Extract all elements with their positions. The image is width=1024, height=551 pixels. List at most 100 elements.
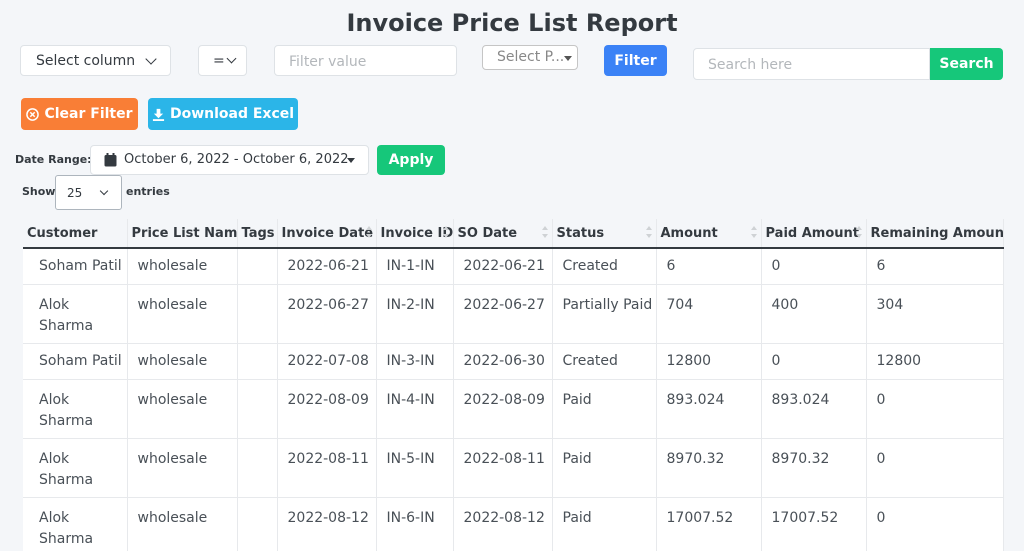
pricelist-select-value: Select P... bbox=[497, 49, 565, 65]
customer-cell: Alok Sharma bbox=[23, 497, 128, 551]
customer-cell: Soham Patil bbox=[23, 248, 128, 285]
search-input[interactable]: Search here bbox=[693, 48, 930, 80]
paid-amount-cell: 8970.32 bbox=[761, 438, 867, 498]
operator-select[interactable]: = bbox=[198, 45, 247, 76]
status-cell: Paid bbox=[552, 438, 657, 498]
paid-amount-cell: 400 bbox=[761, 284, 867, 344]
column-header[interactable]: Status bbox=[552, 219, 657, 249]
customer-cell: Alok Sharma bbox=[23, 379, 128, 439]
remaining-amount-cell: 304 bbox=[866, 284, 1004, 344]
column-select[interactable]: Select column bbox=[20, 45, 171, 76]
paid-amount-cell: 0 bbox=[761, 343, 867, 380]
table-row: Alok Sharma wholesale 2022-08-09 IN-4-IN… bbox=[23, 379, 1004, 439]
status-cell: Paid bbox=[552, 497, 657, 551]
status-cell: Created bbox=[552, 248, 657, 285]
price-list-cell: wholesale bbox=[127, 497, 238, 551]
date-range-value: October 6, 2022 - October 6, 2022 bbox=[124, 152, 349, 167]
so-date-cell: 2022-06-21 bbox=[453, 248, 553, 285]
entries-count-select[interactable]: 25 bbox=[55, 175, 122, 210]
column-header[interactable]: Remaining Amount bbox=[866, 219, 1004, 249]
operator-select-value: = bbox=[213, 53, 225, 69]
date-range-label: Date Range: bbox=[15, 153, 92, 166]
column-header[interactable]: Invoice ID bbox=[376, 219, 454, 249]
table-row: Soham Patil wholesale 2022-07-08 IN-3-IN… bbox=[23, 343, 1004, 380]
invoice-id-cell: IN-4-IN bbox=[376, 379, 454, 439]
table-row: Alok Sharma wholesale 2022-06-27 IN-2-IN… bbox=[23, 284, 1004, 344]
remaining-amount-cell: 6 bbox=[866, 248, 1004, 285]
sort-icon bbox=[442, 226, 450, 240]
pricelist-select[interactable]: Select P... bbox=[482, 45, 578, 70]
invoice-id-cell: IN-1-IN bbox=[376, 248, 454, 285]
entries-count-value: 25 bbox=[67, 186, 83, 200]
invoice-date-cell: 2022-08-11 bbox=[277, 438, 377, 498]
column-header[interactable]: Invoice Date bbox=[277, 219, 377, 249]
paid-amount-cell: 17007.52 bbox=[761, 497, 867, 551]
price-list-cell: wholesale bbox=[127, 438, 238, 498]
sort-icon bbox=[365, 226, 373, 240]
tags-cell bbox=[237, 343, 278, 380]
sort-icon bbox=[750, 226, 758, 240]
column-header[interactable]: Price List Name bbox=[127, 219, 238, 249]
invoice-id-cell: IN-5-IN bbox=[376, 438, 454, 498]
tags-cell bbox=[237, 379, 278, 439]
caret-down-icon bbox=[347, 158, 355, 163]
entries-label: entries bbox=[126, 185, 170, 198]
status-cell: Paid bbox=[552, 379, 657, 439]
table-header-row: Customer Price List Name Tags Invoice Da… bbox=[23, 219, 1004, 249]
column-header[interactable]: Customer bbox=[23, 219, 128, 249]
table-row: Soham Patil wholesale 2022-06-21 IN-1-IN… bbox=[23, 248, 1004, 285]
column-header[interactable]: Tags bbox=[237, 219, 278, 249]
amount-cell: 17007.52 bbox=[656, 497, 762, 551]
search-button[interactable]: Search bbox=[930, 48, 1003, 80]
remaining-amount-cell: 0 bbox=[866, 497, 1004, 551]
invoice-date-cell: 2022-06-21 bbox=[277, 248, 377, 285]
circle-x-icon bbox=[26, 107, 40, 121]
so-date-cell: 2022-08-09 bbox=[453, 379, 553, 439]
invoice-date-cell: 2022-08-12 bbox=[277, 497, 377, 551]
chevron-down-icon bbox=[99, 186, 109, 196]
remaining-amount-cell: 0 bbox=[866, 438, 1004, 498]
download-icon bbox=[152, 108, 165, 121]
amount-cell: 8970.32 bbox=[656, 438, 762, 498]
sort-icon bbox=[541, 226, 549, 240]
invoice-date-cell: 2022-08-09 bbox=[277, 379, 377, 439]
invoice-table: Customer Price List Name Tags Invoice Da… bbox=[23, 219, 1004, 551]
caret-down-icon bbox=[564, 56, 572, 61]
sort-icon bbox=[855, 226, 863, 240]
tags-cell bbox=[237, 284, 278, 344]
amount-cell: 704 bbox=[656, 284, 762, 344]
amount-cell: 12800 bbox=[656, 343, 762, 380]
tags-cell bbox=[237, 248, 278, 285]
table-row: Alok Sharma wholesale 2022-08-11 IN-5-IN… bbox=[23, 438, 1004, 498]
so-date-cell: 2022-06-30 bbox=[453, 343, 553, 380]
column-header[interactable]: SO Date bbox=[453, 219, 553, 249]
column-header[interactable]: Amount bbox=[656, 219, 762, 249]
column-header[interactable]: Paid Amount bbox=[761, 219, 867, 249]
invoice-id-cell: IN-6-IN bbox=[376, 497, 454, 551]
paid-amount-cell: 893.024 bbox=[761, 379, 867, 439]
filter-button[interactable]: Filter bbox=[604, 45, 667, 76]
remaining-amount-cell: 12800 bbox=[866, 343, 1004, 380]
so-date-cell: 2022-08-12 bbox=[453, 497, 553, 551]
date-range-picker[interactable]: October 6, 2022 - October 6, 2022 bbox=[90, 145, 369, 175]
invoice-date-cell: 2022-07-08 bbox=[277, 343, 377, 380]
apply-button[interactable]: Apply bbox=[377, 145, 445, 175]
chevron-down-icon bbox=[145, 53, 157, 65]
paid-amount-cell: 0 bbox=[761, 248, 867, 285]
invoice-date-cell: 2022-06-27 bbox=[277, 284, 377, 344]
amount-cell: 893.024 bbox=[656, 379, 762, 439]
customer-cell: Alok Sharma bbox=[23, 284, 128, 344]
download-excel-button[interactable]: Download Excel bbox=[148, 98, 298, 130]
remaining-amount-cell: 0 bbox=[866, 379, 1004, 439]
tags-cell bbox=[237, 438, 278, 498]
clear-filter-button[interactable]: Clear Filter bbox=[21, 98, 138, 130]
price-list-cell: wholesale bbox=[127, 248, 238, 285]
filter-value-input[interactable]: Filter value bbox=[274, 45, 457, 76]
tags-cell bbox=[237, 497, 278, 551]
price-list-cell: wholesale bbox=[127, 379, 238, 439]
amount-cell: 6 bbox=[656, 248, 762, 285]
calendar-icon bbox=[104, 153, 117, 167]
invoice-id-cell: IN-2-IN bbox=[376, 284, 454, 344]
show-label: Show bbox=[22, 185, 56, 198]
so-date-cell: 2022-08-11 bbox=[453, 438, 553, 498]
